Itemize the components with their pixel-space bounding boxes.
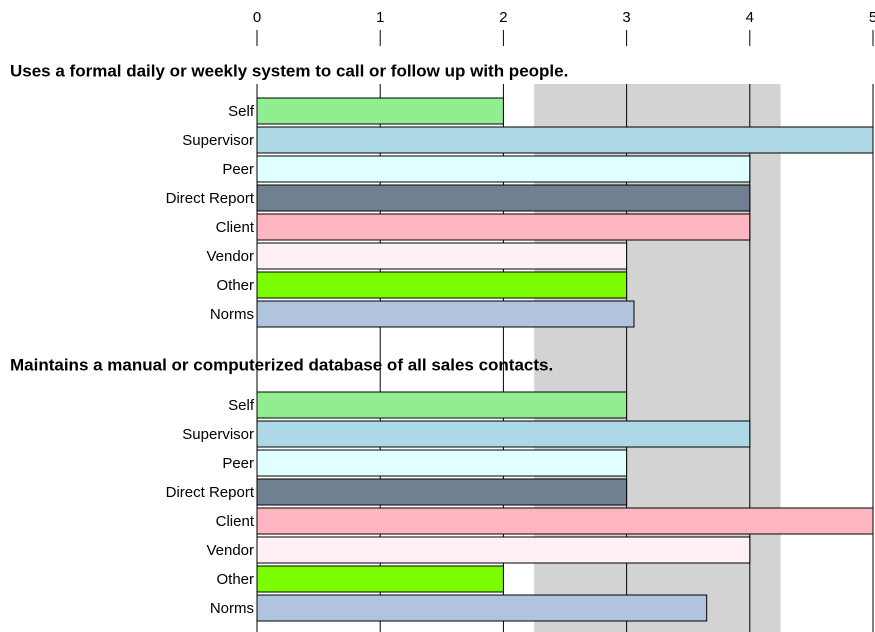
bar <box>256 507 874 535</box>
x-tick-label: 3 <box>622 9 630 26</box>
category-label: Client <box>216 219 255 236</box>
x-tick-label: 4 <box>746 9 754 26</box>
bar <box>256 478 628 506</box>
bar <box>256 420 751 448</box>
bar <box>256 97 504 125</box>
bar <box>256 155 751 183</box>
bar <box>256 213 751 241</box>
x-tick-label: 1 <box>376 9 384 26</box>
group-title: Maintains a manual or computerized datab… <box>10 355 553 374</box>
category-label: Client <box>216 513 255 530</box>
bar <box>256 536 751 564</box>
bar <box>256 594 708 622</box>
bar <box>256 271 628 299</box>
bar <box>256 300 635 328</box>
category-label: Self <box>228 397 255 414</box>
bar <box>256 184 751 212</box>
category-label: Supervisor <box>182 426 254 443</box>
x-tick-label: 0 <box>253 9 261 26</box>
group-title: Uses a formal daily or weekly system to … <box>10 61 568 80</box>
category-label: Supervisor <box>182 132 254 149</box>
x-tick-label: 5 <box>869 9 875 26</box>
category-label: Direct Report <box>166 190 255 207</box>
category-label: Norms <box>210 600 254 617</box>
category-label: Peer <box>222 455 254 472</box>
bar <box>256 565 504 593</box>
category-label: Vendor <box>206 248 254 265</box>
category-label: Vendor <box>206 542 254 559</box>
bar <box>256 126 874 154</box>
bar <box>256 391 628 419</box>
bar <box>256 449 628 477</box>
category-label: Other <box>216 571 254 588</box>
category-label: Norms <box>210 306 254 323</box>
category-label: Peer <box>222 161 254 178</box>
category-label: Self <box>228 103 255 120</box>
x-tick-label: 2 <box>499 9 507 26</box>
bar <box>256 242 628 270</box>
category-label: Other <box>216 277 254 294</box>
category-label: Direct Report <box>166 484 255 501</box>
